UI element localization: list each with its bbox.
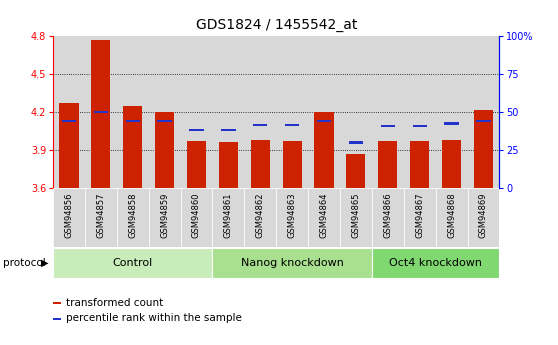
Bar (347, 154, 365, 188)
Bar (276, 36, 308, 188)
Bar (372, 188, 404, 247)
Bar (412, 125, 427, 127)
Text: GSM94859: GSM94859 (160, 192, 169, 237)
Text: protocol: protocol (3, 258, 46, 268)
Bar (282, 141, 302, 188)
Bar (53, 248, 213, 278)
Bar (474, 110, 493, 188)
Text: GSM94867: GSM94867 (415, 192, 424, 238)
Bar (221, 129, 235, 131)
Bar (148, 36, 181, 188)
Bar (59, 103, 79, 188)
Text: GSM94858: GSM94858 (128, 192, 137, 238)
Bar (187, 141, 206, 188)
Bar (189, 129, 204, 131)
Bar (436, 188, 468, 247)
Text: GSM94861: GSM94861 (224, 192, 233, 238)
Bar (62, 120, 76, 122)
Bar (404, 36, 436, 188)
Bar (157, 120, 172, 122)
Bar (340, 188, 372, 247)
Bar (53, 188, 85, 247)
Text: GSM94860: GSM94860 (192, 192, 201, 238)
Bar (317, 120, 331, 122)
Bar (244, 188, 276, 247)
Bar (251, 140, 270, 188)
Text: GSM94865: GSM94865 (352, 192, 360, 238)
Text: GSM94864: GSM94864 (320, 192, 329, 238)
Bar (213, 248, 372, 278)
Bar (372, 36, 404, 188)
Text: GSM94866: GSM94866 (383, 192, 392, 238)
Bar (148, 188, 181, 247)
Bar (213, 188, 244, 247)
Bar (477, 120, 490, 122)
Bar (308, 188, 340, 247)
Bar (53, 302, 61, 304)
Bar (219, 142, 238, 188)
Bar (276, 188, 308, 247)
Bar (94, 111, 108, 113)
Text: Control: Control (113, 258, 153, 268)
Bar (381, 125, 395, 127)
Bar (126, 120, 140, 122)
Bar (315, 112, 334, 188)
Bar (155, 112, 174, 188)
Bar (123, 106, 142, 188)
Text: ▶: ▶ (41, 258, 49, 268)
Bar (253, 124, 267, 126)
Text: GSM94863: GSM94863 (288, 192, 297, 238)
Bar (436, 36, 468, 188)
Bar (404, 188, 436, 247)
Bar (85, 36, 117, 188)
Text: GSM94868: GSM94868 (447, 192, 456, 238)
Bar (442, 140, 461, 188)
Bar (349, 141, 363, 144)
Text: transformed count: transformed count (66, 298, 163, 308)
Bar (244, 36, 276, 188)
Bar (372, 248, 499, 278)
Bar (378, 141, 397, 188)
Bar (444, 122, 459, 125)
Bar (468, 36, 499, 188)
Bar (117, 188, 148, 247)
Text: Nanog knockdown: Nanog knockdown (240, 258, 344, 268)
Bar (53, 318, 61, 320)
Text: GSM94862: GSM94862 (256, 192, 264, 238)
Text: Oct4 knockdown: Oct4 knockdown (389, 258, 482, 268)
Bar (181, 36, 213, 188)
Text: GSM94869: GSM94869 (479, 192, 488, 238)
Title: GDS1824 / 1455542_at: GDS1824 / 1455542_at (195, 18, 357, 32)
Bar (181, 188, 213, 247)
Text: percentile rank within the sample: percentile rank within the sample (66, 313, 242, 323)
Bar (285, 124, 299, 126)
Bar (308, 36, 340, 188)
Bar (117, 36, 148, 188)
Bar (213, 36, 244, 188)
Text: GSM94857: GSM94857 (97, 192, 105, 238)
Bar (53, 36, 85, 188)
Bar (468, 188, 499, 247)
Bar (410, 141, 429, 188)
Bar (85, 188, 117, 247)
Bar (340, 36, 372, 188)
Bar (92, 40, 110, 188)
Text: GSM94856: GSM94856 (65, 192, 74, 238)
